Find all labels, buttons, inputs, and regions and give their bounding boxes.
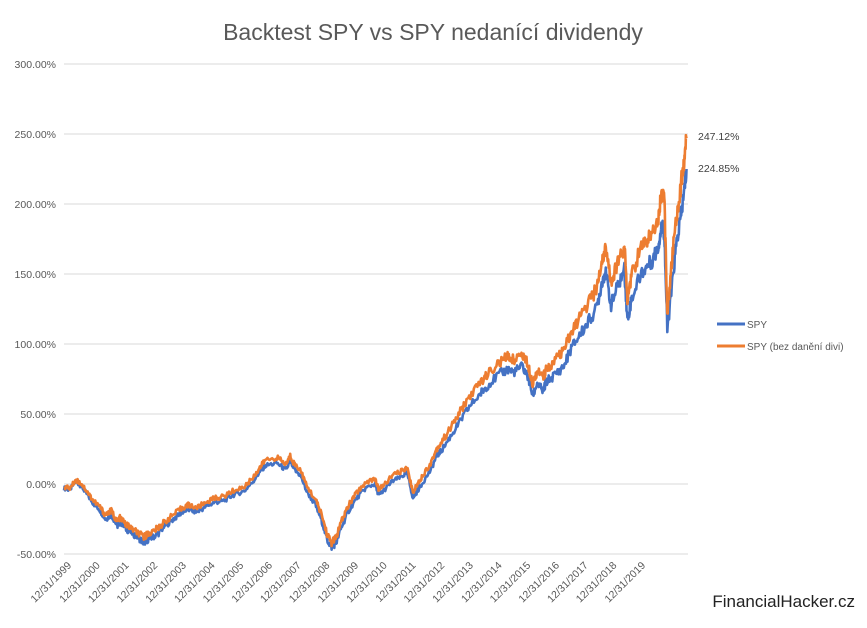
y-tick-label: 100.00% xyxy=(15,339,56,351)
y-tick-label: 150.00% xyxy=(15,269,56,281)
series-lines xyxy=(62,133,688,551)
chart-title: Backtest SPY vs SPY nedanící dividendy xyxy=(223,19,643,45)
end-labels: 247.12% 224.85% xyxy=(698,131,739,175)
y-tick-label: 250.00% xyxy=(15,129,56,141)
end-value-label: 247.12% xyxy=(698,131,739,143)
x-axis-ticks: 12/31/199912/31/200012/31/200112/31/2002… xyxy=(28,560,648,606)
legend: SPY SPY (bez danění divi) xyxy=(717,320,844,353)
series-line-spy-bez-daneni-divi xyxy=(63,133,688,548)
series-line-spy xyxy=(62,168,688,551)
end-value-label: 224.85% xyxy=(698,163,739,175)
y-axis-ticks: 300.00% 250.00% 200.00% 150.00% 100.00% 50.00… xyxy=(15,59,56,561)
legend-label: SPY (bez danění divi) xyxy=(747,342,844,353)
y-tick-label: 50.00% xyxy=(20,409,56,421)
y-tick-label: 0.00% xyxy=(26,479,56,491)
watermark: FinancialHacker.cz xyxy=(712,592,855,611)
gridlines xyxy=(64,63,688,555)
y-tick-label: 200.00% xyxy=(15,199,56,211)
y-tick-label: 300.00% xyxy=(15,59,56,71)
legend-label: SPY xyxy=(747,320,767,331)
y-tick-label: -50.00% xyxy=(17,549,56,561)
